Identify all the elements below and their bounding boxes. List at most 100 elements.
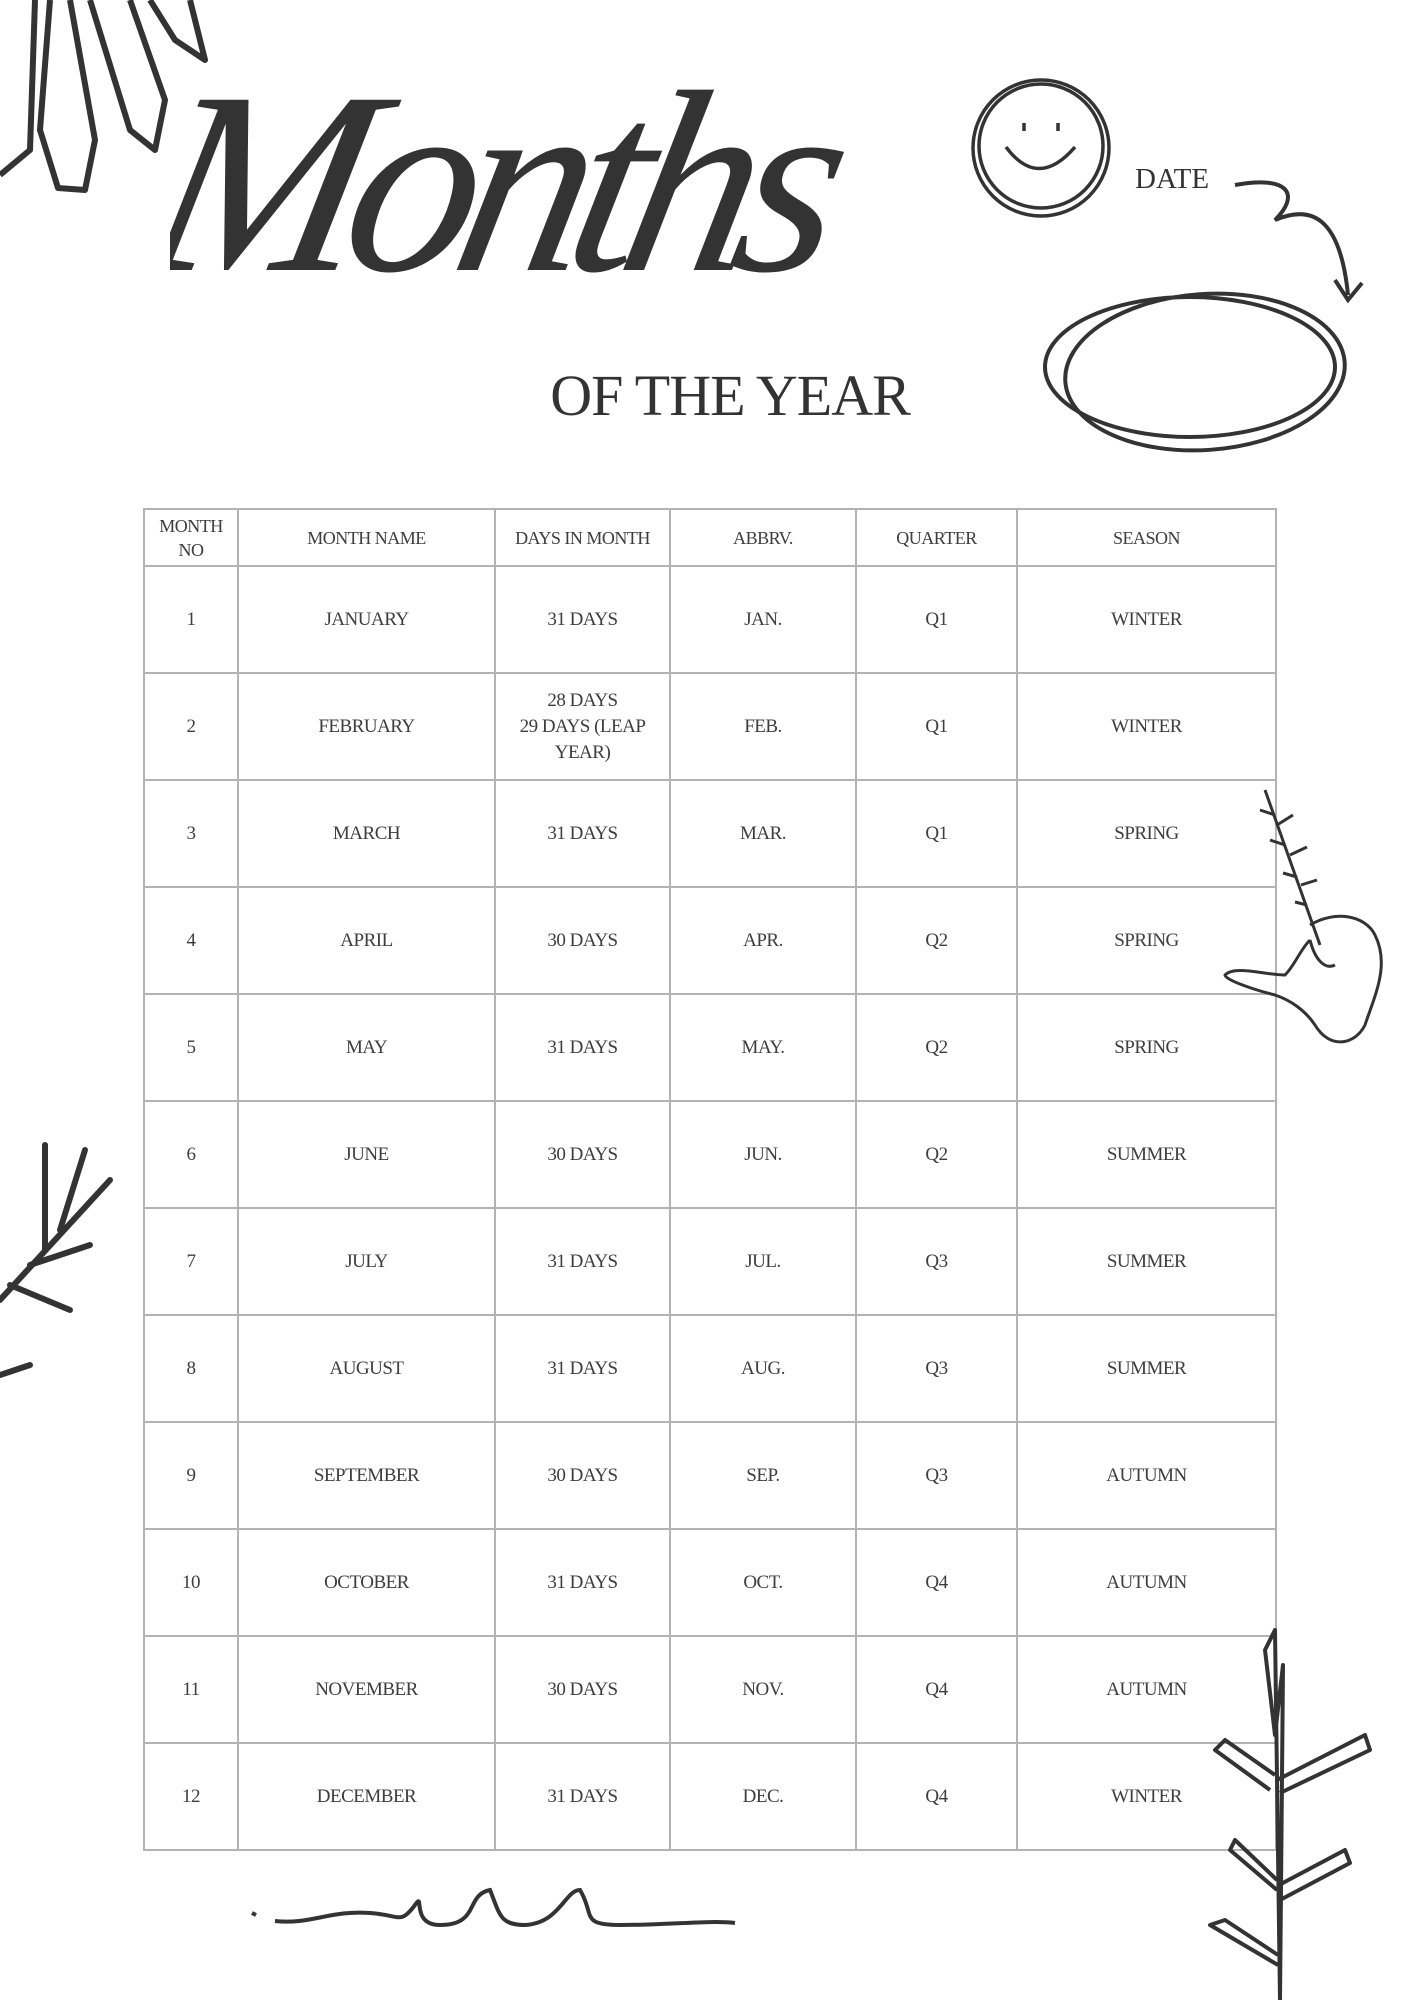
- months-table: MONTH NO MONTH NAME DAYS IN MONTH ABBRV.…: [143, 508, 1277, 1851]
- cell-name: AUGUST: [237, 1314, 496, 1423]
- cell-season: WINTER: [1016, 672, 1277, 781]
- table-row: 5 MAY 31 DAYS MAY. Q2 SPRING: [143, 993, 1277, 1102]
- cell-abbr: APR.: [669, 886, 857, 995]
- cell-quarter: Q4: [855, 1528, 1018, 1637]
- cell-season: WINTER: [1016, 1742, 1277, 1851]
- column-header-quarter: QUARTER: [855, 508, 1018, 567]
- cell-abbr: JUN.: [669, 1100, 857, 1209]
- table-row: 4 APRIL 30 DAYS APR. Q2 SPRING: [143, 886, 1277, 995]
- cell-no: 6: [143, 1100, 239, 1209]
- cell-days: 31 DAYS: [494, 1314, 671, 1423]
- curly-arrow-icon: [1234, 180, 1364, 304]
- cell-days: 30 DAYS: [494, 886, 671, 995]
- cell-quarter: Q1: [855, 565, 1018, 674]
- smiley-face-icon: [971, 78, 1111, 218]
- cell-quarter: Q3: [855, 1207, 1018, 1316]
- cell-no: 7: [143, 1207, 239, 1316]
- cell-season: AUTUMN: [1016, 1635, 1277, 1744]
- column-header-days: DAYS IN MONTH: [494, 508, 671, 567]
- cell-season: AUTUMN: [1016, 1421, 1277, 1530]
- cell-season: SUMMER: [1016, 1207, 1277, 1316]
- cell-abbr: JAN.: [669, 565, 857, 674]
- cell-name: FEBRUARY: [237, 672, 496, 781]
- cell-season: AUTUMN: [1016, 1528, 1277, 1637]
- cell-days: 31 DAYS: [494, 1528, 671, 1637]
- cell-quarter: Q1: [855, 672, 1018, 781]
- date-circle-icon: [1043, 291, 1347, 453]
- cell-abbr: MAR.: [669, 779, 857, 888]
- cell-days: 30 DAYS: [494, 1421, 671, 1530]
- cell-no: 3: [143, 779, 239, 888]
- table-row: 6 JUNE 30 DAYS JUN. Q2 SUMMER: [143, 1100, 1277, 1209]
- date-label: DATE: [1135, 163, 1210, 195]
- column-header-season: SEASON: [1016, 508, 1277, 567]
- table-row: 7 JULY 31 DAYS JUL. Q3 SUMMER: [143, 1207, 1277, 1316]
- table-row: 2 FEBRUARY 28 DAYS 29 DAYS (LEAP YEAR) FEB.…: [143, 672, 1277, 781]
- cell-no: 2: [143, 672, 239, 781]
- cell-abbr: SEP.: [669, 1421, 857, 1530]
- table-row: 12 DECEMBER 31 DAYS DEC. Q4 WINTER: [143, 1742, 1277, 1851]
- cell-quarter: Q3: [855, 1314, 1018, 1423]
- cell-name: JANUARY: [237, 565, 496, 674]
- cell-days: 31 DAYS: [494, 779, 671, 888]
- cell-season: SPRING: [1016, 993, 1277, 1102]
- cell-name: MARCH: [237, 779, 496, 888]
- cell-season: SPRING: [1016, 886, 1277, 995]
- cell-abbr: JUL.: [669, 1207, 857, 1316]
- table-row: 3 MARCH 31 DAYS MAR. Q1 SPRING: [143, 779, 1277, 888]
- cell-abbr: AUG.: [669, 1314, 857, 1423]
- cell-no: 10: [143, 1528, 239, 1637]
- cell-days: 30 DAYS: [494, 1635, 671, 1744]
- cell-days: 31 DAYS: [494, 1742, 671, 1851]
- cell-name: NOVEMBER: [237, 1635, 496, 1744]
- cell-abbr: OCT.: [669, 1528, 857, 1637]
- cell-season: WINTER: [1016, 565, 1277, 674]
- cell-no: 12: [143, 1742, 239, 1851]
- cell-quarter: Q2: [855, 886, 1018, 995]
- column-header-month-name: MONTH NAME: [237, 508, 496, 567]
- column-header-month-no: MONTH NO: [143, 508, 239, 567]
- branch-left-icon: [0, 1142, 113, 1378]
- cell-no: 4: [143, 886, 239, 995]
- cell-season: SUMMER: [1016, 1100, 1277, 1209]
- cell-quarter: Q2: [855, 1100, 1018, 1209]
- cell-no: 1: [143, 565, 239, 674]
- cell-name: APRIL: [237, 886, 496, 995]
- svg-text:Months: Months: [170, 39, 868, 327]
- cell-name: JUNE: [237, 1100, 496, 1209]
- cell-name: SEPTEMBER: [237, 1421, 496, 1530]
- cell-days: 28 DAYS 29 DAYS (LEAP YEAR): [494, 672, 671, 781]
- cell-days: 31 DAYS: [494, 993, 671, 1102]
- table-row: 11 NOVEMBER 30 DAYS NOV. Q4 AUTUMN: [143, 1635, 1277, 1744]
- cell-days: 31 DAYS: [494, 565, 671, 674]
- cell-abbr: MAY.: [669, 993, 857, 1102]
- cell-season: SPRING: [1016, 779, 1277, 888]
- cell-no: 8: [143, 1314, 239, 1423]
- cell-days: 31 DAYS: [494, 1207, 671, 1316]
- cell-quarter: Q1: [855, 779, 1018, 888]
- table-row: 8 AUGUST 31 DAYS AUG. Q3 SUMMER: [143, 1314, 1277, 1423]
- squiggle-line-icon: [251, 1887, 736, 1928]
- cell-name: JULY: [237, 1207, 496, 1316]
- cell-no: 9: [143, 1421, 239, 1530]
- cell-quarter: Q4: [855, 1742, 1018, 1851]
- cell-name: DECEMBER: [237, 1742, 496, 1851]
- cell-season: SUMMER: [1016, 1314, 1277, 1423]
- table-header-row: MONTH NO MONTH NAME DAYS IN MONTH ABBRV.…: [143, 508, 1277, 567]
- cell-no: 11: [143, 1635, 239, 1744]
- cell-abbr: FEB.: [669, 672, 857, 781]
- cell-quarter: Q3: [855, 1421, 1018, 1530]
- cell-abbr: NOV.: [669, 1635, 857, 1744]
- page-subtitle: OF THE YEAR: [550, 363, 911, 428]
- cell-quarter: Q2: [855, 993, 1018, 1102]
- cell-quarter: Q4: [855, 1635, 1018, 1744]
- cell-days: 30 DAYS: [494, 1100, 671, 1209]
- table-row: 1 JANUARY 31 DAYS JAN. Q1 WINTER: [143, 565, 1277, 674]
- cell-no: 5: [143, 993, 239, 1102]
- table-row: 9 SEPTEMBER 30 DAYS SEP. Q3 AUTUMN: [143, 1421, 1277, 1530]
- cell-name: MAY: [237, 993, 496, 1102]
- cell-name: OCTOBER: [237, 1528, 496, 1637]
- page-title: Months: [170, 39, 868, 327]
- table-row: 10 OCTOBER 31 DAYS OCT. Q4 AUTUMN: [143, 1528, 1277, 1637]
- column-header-abbrv: ABBRV.: [669, 508, 857, 567]
